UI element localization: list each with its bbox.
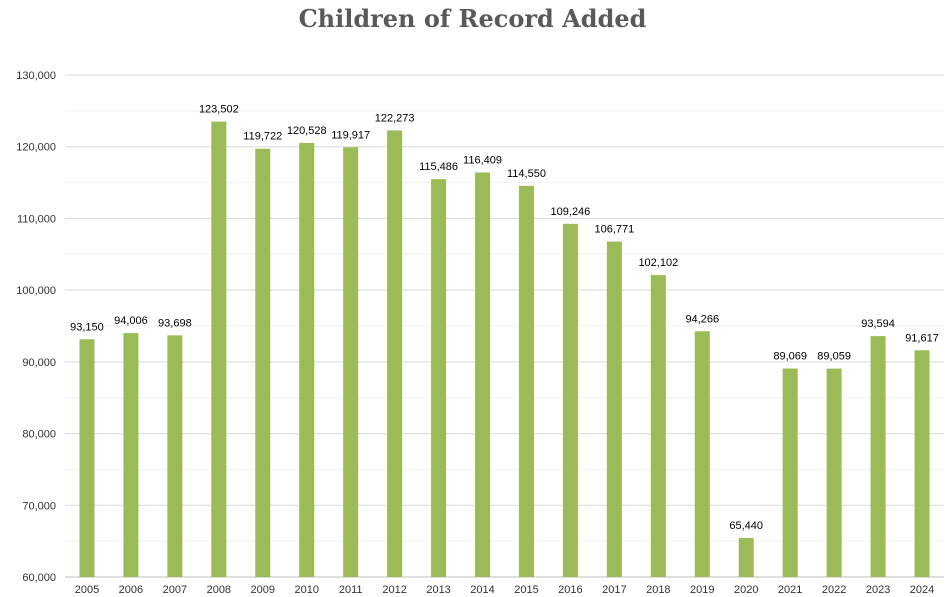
data-label: 94,006 [114,315,148,327]
data-label: 102,102 [638,257,678,269]
bar [211,121,227,577]
data-label: 93,594 [861,318,895,330]
x-tick-label: 2011 [339,584,363,596]
data-label: 116,409 [463,154,502,166]
data-label: 115,486 [419,161,458,173]
x-tick-label: 2020 [734,584,758,596]
data-label: 119,722 [243,131,282,143]
data-label: 106,771 [594,224,634,236]
chart-title: Children of Record Added [298,4,647,33]
bar [914,350,930,577]
data-label: 93,698 [158,317,192,329]
y-tick-label: 100,000 [16,285,56,297]
bar [606,241,622,577]
x-tick-label: 2014 [470,584,494,596]
y-tick-label: 80,000 [22,429,56,441]
data-label: 91,617 [905,332,939,344]
bar [826,368,842,577]
data-label: 94,266 [685,313,719,325]
x-tick-label: 2013 [426,584,450,596]
x-tick-label: 2021 [778,584,802,596]
x-tick-label: 2007 [163,584,187,596]
bar [79,339,95,577]
x-tick-label: 2022 [822,584,846,596]
data-label: 109,246 [551,206,591,218]
x-tick-label: 2005 [75,584,99,596]
x-tick-label: 2017 [602,584,626,596]
data-label: 65,440 [729,520,763,532]
x-tick-label: 2023 [866,584,890,596]
bar [167,335,183,577]
x-tick-label: 2024 [910,584,934,596]
bar [870,336,886,577]
y-tick-label: 110,000 [17,213,56,225]
bar [343,147,359,577]
data-label: 89,069 [773,351,807,363]
data-label: 119,917 [331,129,370,141]
bar [431,179,447,577]
data-label: 120,528 [287,125,327,137]
y-tick-label: 60,000 [22,572,56,584]
bar [518,185,534,577]
x-tick-label: 2009 [251,584,275,596]
bar [694,331,710,577]
bar [475,172,491,577]
x-tick-label: 2018 [646,584,670,596]
x-tick-label: 2006 [119,584,143,596]
y-tick-label: 70,000 [22,500,56,512]
bar [299,142,315,577]
x-tick-label: 2008 [207,584,231,596]
bar [738,537,754,577]
x-tick-label: 2012 [382,584,406,596]
data-label: 114,550 [507,168,546,180]
bar [255,148,271,577]
bar [562,223,578,578]
bar [387,130,403,577]
bar [782,368,798,577]
bar [123,333,139,577]
data-label: 89,059 [817,351,851,363]
y-tick-label: 90,000 [22,357,56,369]
data-label: 122,273 [375,112,415,124]
data-label: 123,502 [199,104,239,116]
x-tick-label: 2015 [514,584,538,596]
bar [650,275,666,577]
x-tick-label: 2019 [690,584,714,596]
y-tick-label: 130,000 [16,70,56,82]
x-tick-label: 2010 [294,584,318,596]
data-label: 93,150 [70,321,104,333]
x-tick-label: 2016 [558,584,582,596]
y-tick-label: 120,000 [16,142,56,154]
